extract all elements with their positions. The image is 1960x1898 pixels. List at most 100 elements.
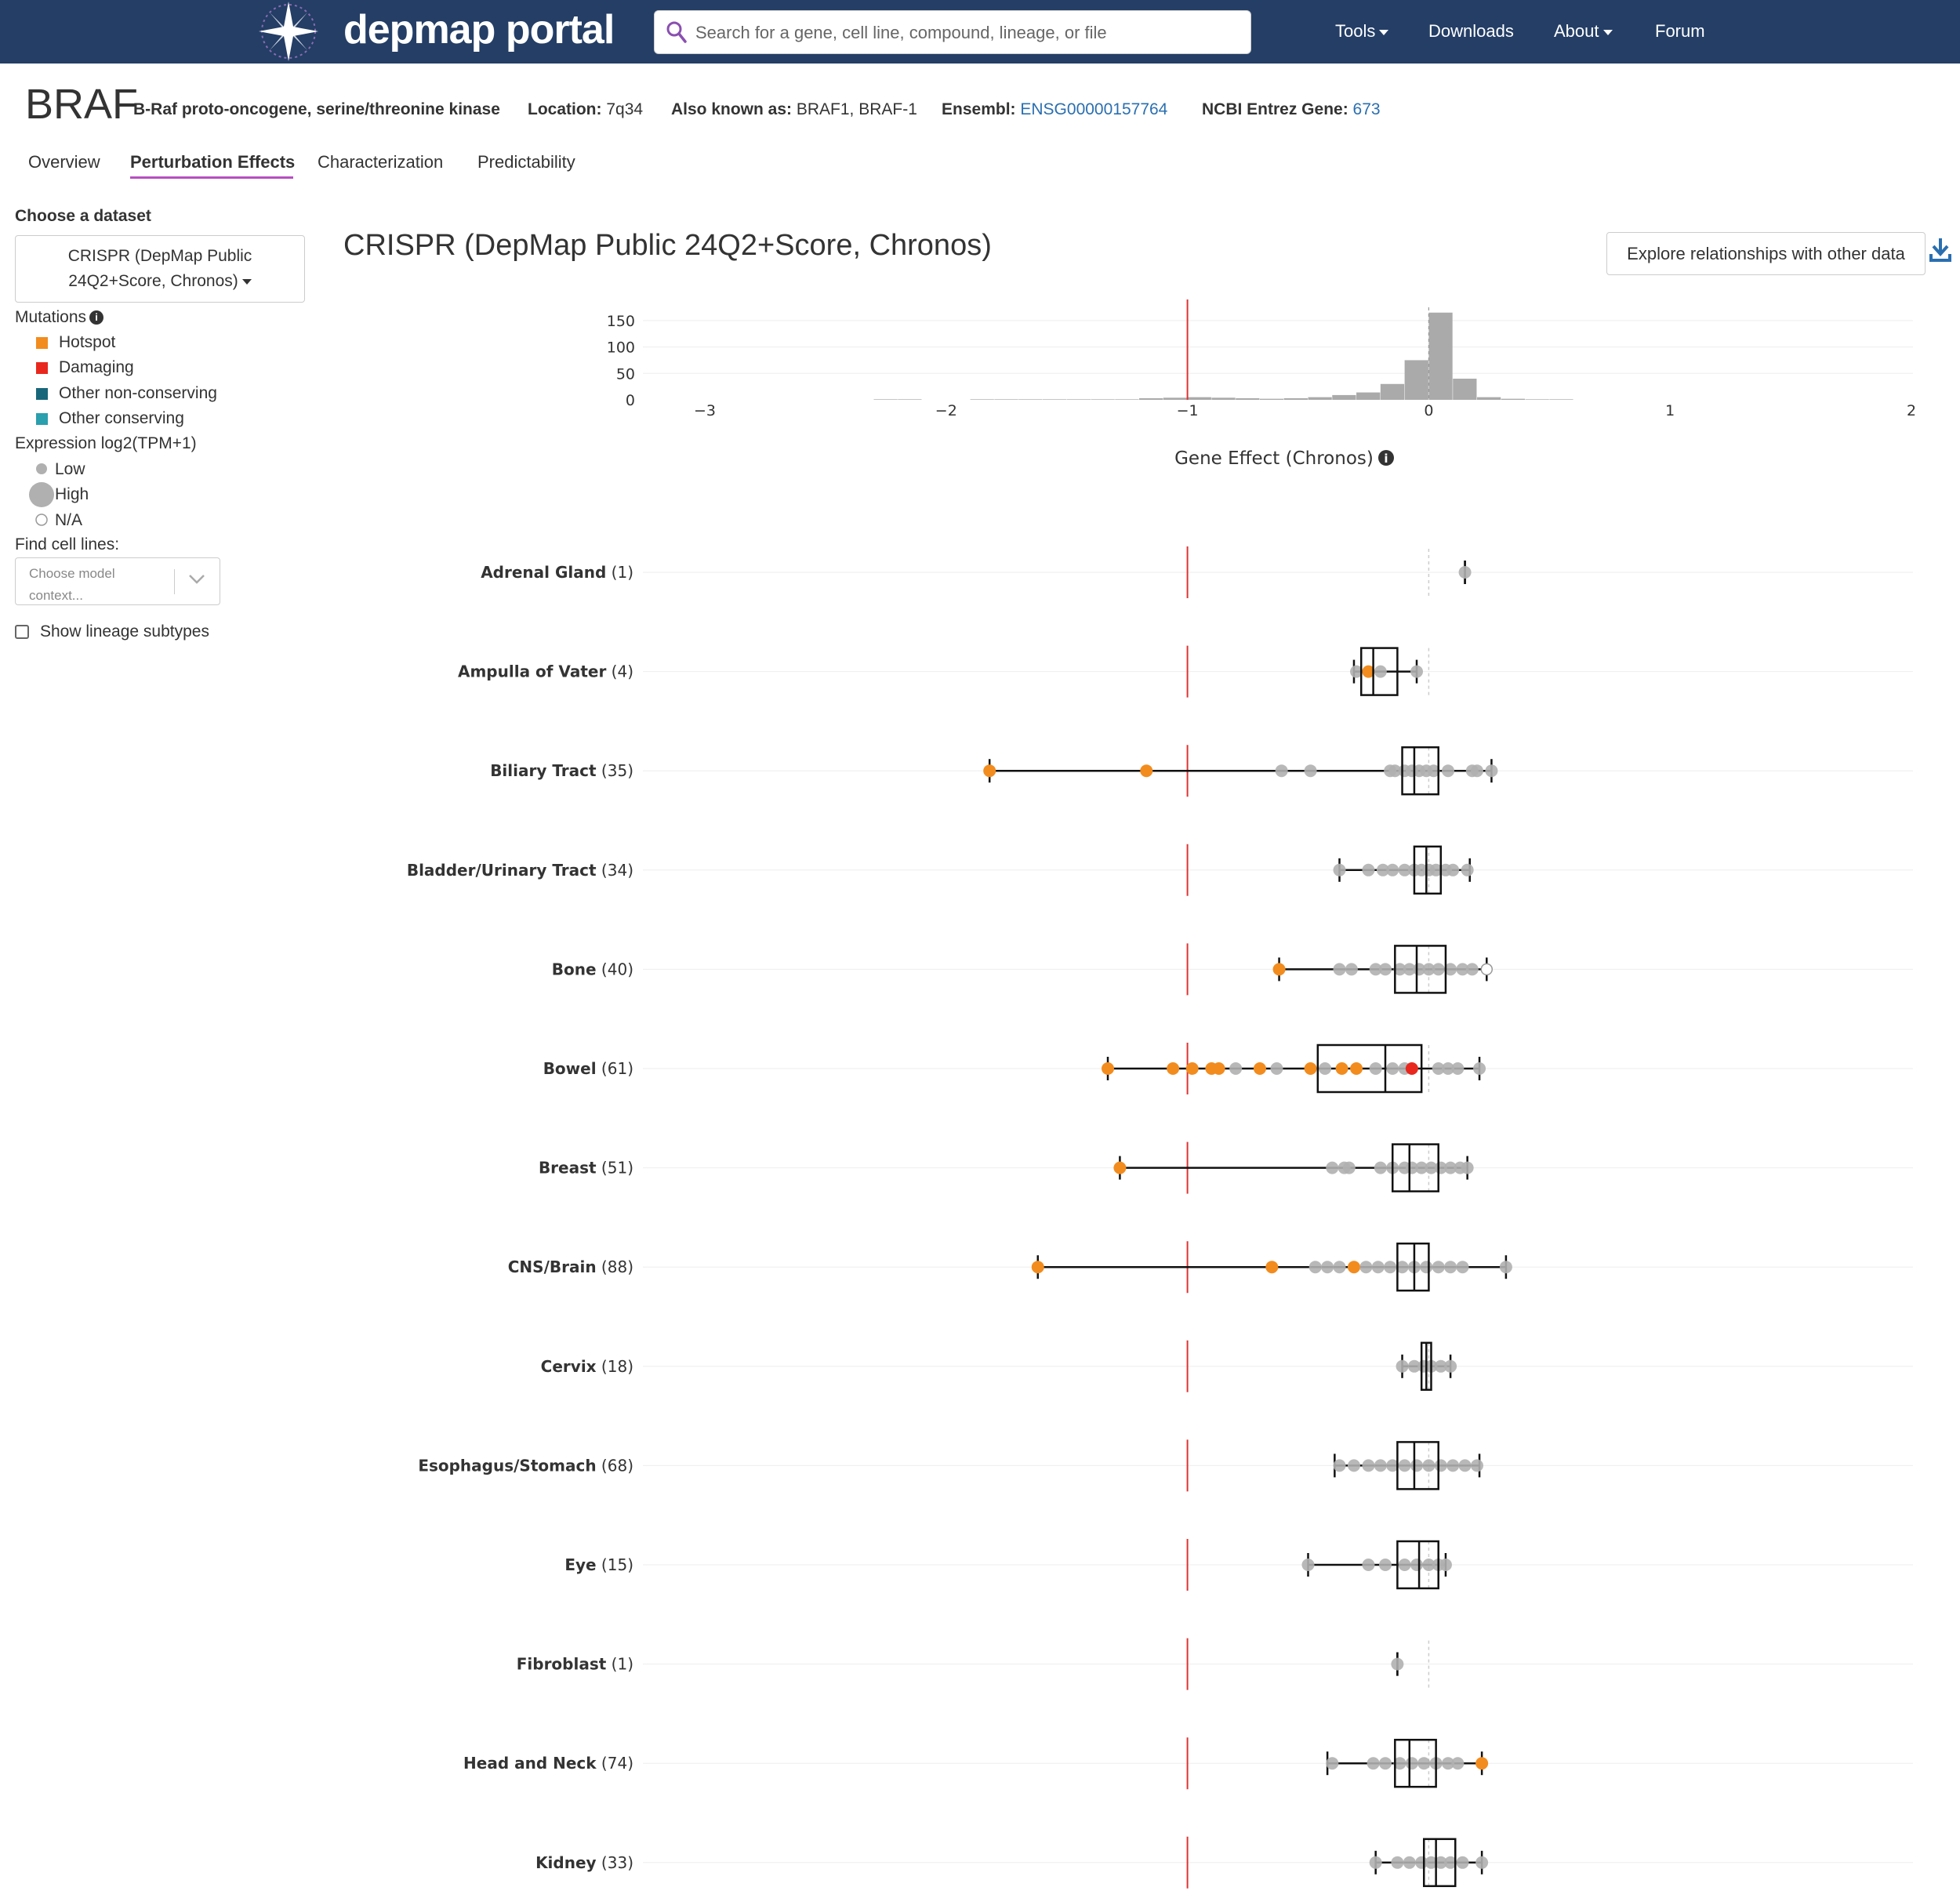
histogram-bar: [1380, 383, 1405, 400]
gene-ensembl-link[interactable]: ENSG00000157764: [1020, 100, 1168, 118]
info-icon: [1378, 450, 1394, 466]
cell-line-point: [1434, 1359, 1447, 1373]
nav-downloads-link[interactable]: Downloads: [1428, 21, 1514, 41]
histogram-bar: [1115, 399, 1139, 400]
cell-line-point: [1470, 1459, 1483, 1472]
cell-line-point: [1434, 1459, 1447, 1472]
mutations-legend-title: Mutations i: [15, 308, 104, 327]
top-navbar: depmap portal Tools Downloads About Foru…: [0, 0, 1960, 64]
chevron-down-icon[interactable]: [188, 574, 205, 585]
lineage-name: Fibroblast: [517, 1655, 607, 1674]
cell-line-point: [1362, 863, 1375, 876]
nav-tools-menu[interactable]: Tools: [1335, 21, 1389, 42]
cell-line-point: [1417, 1757, 1431, 1770]
tab-predictability[interactable]: Predictability: [477, 152, 575, 172]
cell-line-point: [1378, 963, 1392, 976]
box-iqr: [1396, 1242, 1430, 1292]
cell-line-point: [1391, 1657, 1404, 1671]
cell-line-point: [1369, 1856, 1382, 1869]
cell-line-point: [1415, 1161, 1428, 1174]
nav-forum-link[interactable]: Forum: [1655, 21, 1705, 41]
x-axis-tick-label: 0: [1424, 402, 1433, 419]
cell-line-point: [1342, 1161, 1356, 1174]
box-iqr: [1316, 1043, 1423, 1094]
explore-relationships-button[interactable]: Explore relationships with other data: [1606, 232, 1926, 275]
cell-line-point: [1475, 1856, 1489, 1869]
cell-line-point: [1398, 863, 1411, 876]
tab-perturbation-effects[interactable]: Perturbation Effects: [130, 152, 296, 172]
box-iqr: [1394, 1738, 1437, 1788]
lineage-name: Esophagus/Stomach: [418, 1456, 596, 1475]
cell-line-point: [1470, 764, 1483, 778]
cell-line-point: [1432, 963, 1445, 976]
legend-expr-na: N/A: [55, 511, 83, 529]
tab-overview[interactable]: Overview: [28, 152, 100, 172]
lineage-count: (15): [597, 1555, 633, 1574]
box-iqr: [1359, 647, 1399, 696]
cell-line-point: [1420, 1261, 1433, 1274]
cell-line-point: [1270, 1062, 1283, 1075]
mutations-label: Mutations: [15, 308, 87, 326]
cell-line-point: [1393, 963, 1406, 976]
histogram-bar: [1018, 399, 1043, 400]
lineage-name: Bladder/Urinary Tract: [407, 861, 597, 880]
histogram-y-tick-label: 0: [626, 392, 635, 409]
tab-characterization[interactable]: Characterization: [318, 152, 444, 172]
find-cell-lines-select[interactable]: Choose model context...: [15, 557, 220, 605]
lineage-name: Head and Neck: [463, 1754, 597, 1773]
histogram-bar: [1525, 399, 1549, 400]
histogram-bar: [1476, 397, 1501, 400]
cell-line-point: [1326, 1757, 1339, 1770]
histogram-bar: [1139, 397, 1163, 400]
cell-line-point: [1444, 963, 1457, 976]
lineage-label: Biliary Tract (35): [490, 761, 633, 780]
gene-entrez-link[interactable]: 673: [1352, 100, 1381, 118]
cell-line-point: [1499, 1261, 1512, 1274]
chevron-down-icon: [1379, 29, 1389, 35]
cell-line-point: [1398, 1559, 1411, 1571]
cell-line-point: [1350, 1062, 1363, 1075]
cell-line-point: [1410, 1559, 1424, 1571]
active-tab-indicator: [130, 176, 293, 179]
histogram-bar: [1428, 312, 1453, 400]
cell-line-point: [1362, 1559, 1375, 1571]
cell-line-point: [1403, 963, 1416, 976]
nav-about-menu[interactable]: About: [1554, 21, 1613, 42]
cell-line-point: [1374, 1161, 1387, 1174]
cell-line-point: [1386, 1459, 1399, 1472]
lineage-count: (68): [597, 1456, 633, 1475]
cell-line-point: [1446, 863, 1460, 876]
cell-line-point: [1444, 1359, 1457, 1373]
global-search[interactable]: [654, 10, 1251, 54]
cell-line-point: [1439, 1559, 1452, 1571]
lineage-count: (34): [597, 861, 633, 880]
cell-line-point: [1185, 1062, 1199, 1075]
histogram-bar: [1308, 397, 1332, 400]
cell-line-point: [1422, 963, 1436, 976]
cell-line-point: [1326, 1161, 1339, 1174]
cell-line-point: [1212, 1062, 1225, 1075]
box-iqr: [1413, 845, 1443, 895]
lineage-count: (51): [597, 1159, 633, 1178]
dataset-dropdown[interactable]: CRISPR (DepMap Public 24Q2+Score, Chrono…: [15, 235, 305, 303]
info-icon[interactable]: i: [89, 310, 104, 325]
download-icon[interactable]: [1929, 237, 1952, 263]
depmap-logo-icon[interactable]: [241, 0, 336, 64]
expression-na-marker: [35, 514, 48, 526]
show-subtypes-checkbox[interactable]: [15, 625, 29, 639]
cell-line-point: [1410, 1459, 1424, 1472]
lineage-label: Esophagus/Stomach (68): [418, 1456, 633, 1475]
lineage-label: Bowel (61): [543, 1059, 633, 1078]
cell-line-point: [1388, 764, 1402, 778]
select-divider: [174, 569, 175, 594]
info-icon-glyph: i: [1384, 452, 1388, 466]
gene-full-name: B-Raf proto-oncogene, serine/threonine k…: [133, 100, 500, 118]
cell-line-point: [1444, 1161, 1457, 1174]
histogram-bar: [1091, 399, 1115, 400]
gene-aliases-label: Also known as:: [671, 100, 793, 118]
cell-line-point: [1407, 1359, 1421, 1373]
legend-hotspot: Hotspot: [59, 333, 116, 351]
brand-title[interactable]: depmap portal: [343, 7, 615, 53]
search-input[interactable]: [694, 17, 1238, 49]
histogram-bar: [1163, 397, 1188, 400]
